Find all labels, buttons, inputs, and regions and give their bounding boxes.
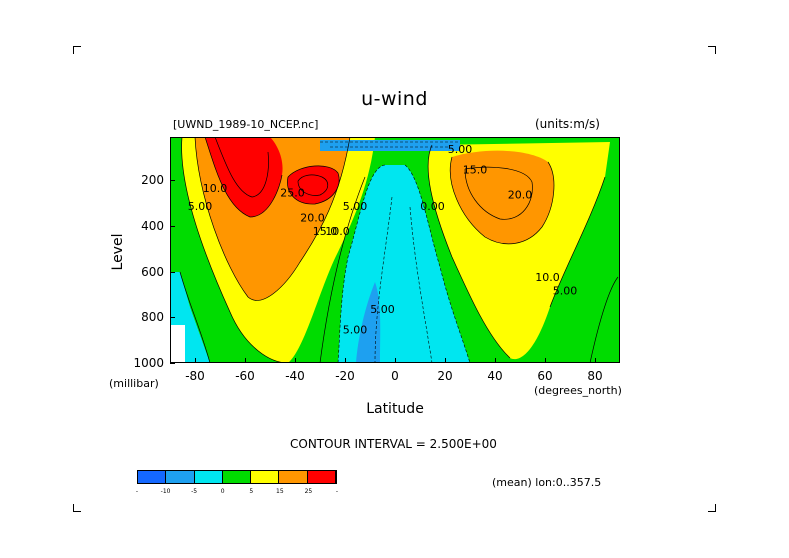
y-axis-title: Level [110,233,126,271]
x-tick-mark [245,358,246,363]
colorbar-swatch [222,471,252,483]
colorbar-tick-label: 15 [276,488,284,495]
colorbar-swatch [279,471,308,483]
contour-lines [179,137,619,363]
colorbar-swatch [251,471,280,483]
y-tick-label: 800 [141,310,164,325]
x-tick-mark [395,358,396,363]
x-tick-label: -20 [335,369,355,383]
colorbar-tick-label: 0 [220,488,225,495]
contour-label: 20.0 [508,189,533,202]
file-label: [UWND_1989-10_NCEP.nc] [173,118,319,131]
contour-label: 15.0 [463,164,488,177]
sh-jet-red-secondary [287,165,340,205]
colorbar-tick-label: - [135,488,139,495]
chart-title: u-wind [361,88,428,110]
corner-mark-bottom-right [708,504,716,512]
x-tick-mark [545,358,546,363]
x-tick-label: 60 [537,369,553,383]
x-tick-mark [195,358,196,363]
contour-label: 10.0 [325,225,350,238]
colorbar [137,470,337,484]
colorbar-swatch [166,471,195,483]
contour-label: 5.00 [343,323,368,336]
x-axis-units: (degrees_north) [534,384,622,397]
x-tick-label: -40 [285,369,305,383]
nh-jet-orange [450,150,554,244]
y-tick-mark [170,317,175,319]
contour-label: 0.00 [420,200,445,213]
y-tick-label: 600 [141,264,164,279]
y-tick-label: 1000 [133,356,164,370]
colorbar-tick-label: -10 [160,488,171,495]
y-tick-mark [170,271,175,273]
contour-label: 5.00 [343,200,368,213]
x-tick-label: 40 [487,369,503,383]
contour-label: 10.0 [203,182,228,195]
y-tick-mark [170,363,175,364]
y-tick-mark [170,180,175,182]
x-tick-label: -80 [185,369,205,383]
x-tick-label: -60 [235,369,255,383]
x-tick-mark [595,358,596,363]
contour-label: 10.0 [535,271,560,284]
y-tick-mark [170,226,175,228]
corner-mark-top-right [708,46,716,54]
contour-label: 5.00 [370,303,395,316]
contour-label: 5.00 [448,143,473,156]
corner-mark-bottom-left [73,504,81,512]
colorbar-swatch [194,471,223,483]
corner-mark-top-left [73,46,81,54]
units-label: (units:m/s) [535,117,600,131]
sh-polar-missing [170,325,185,363]
colorbar-swatch [307,471,336,483]
colorbar-tick-label: -5 [191,488,198,495]
mean-label: (mean) lon:0..357.5 [492,476,602,489]
x-tick-label: 20 [437,369,453,383]
contour-label: 5.00 [188,200,213,213]
colorbar-tick-label: - [335,488,339,495]
x-tick-mark [295,358,296,363]
colorbar-swatch [138,471,167,483]
x-tick-label: 80 [587,369,603,383]
contour-label: 25.0 [280,186,305,199]
y-axis-units: (millibar) [109,377,159,390]
y-tick-label: 200 [141,173,164,188]
contour-label: 5.00 [553,285,578,298]
easterly-core-blue [356,282,381,363]
stratosphere-easterly [320,140,460,151]
contour-label: 15.0 [313,225,338,238]
x-axis-title: Latitude [366,401,424,417]
x-tick-label: 0 [391,369,399,383]
colorbar-tick-label: 5 [249,488,254,495]
sh-jet-red-upper [205,137,283,217]
contour-label: 20.0 [300,211,325,224]
dashed-contours [320,141,471,363]
x-tick-mark [495,358,496,363]
contour-interval-label: CONTOUR INTERVAL = 2.500E+00 [290,437,497,451]
colorbar-tick-label: 25 [304,488,313,495]
x-tick-mark [345,358,346,363]
y-tick-label: 400 [141,219,164,234]
x-tick-mark [445,358,446,363]
